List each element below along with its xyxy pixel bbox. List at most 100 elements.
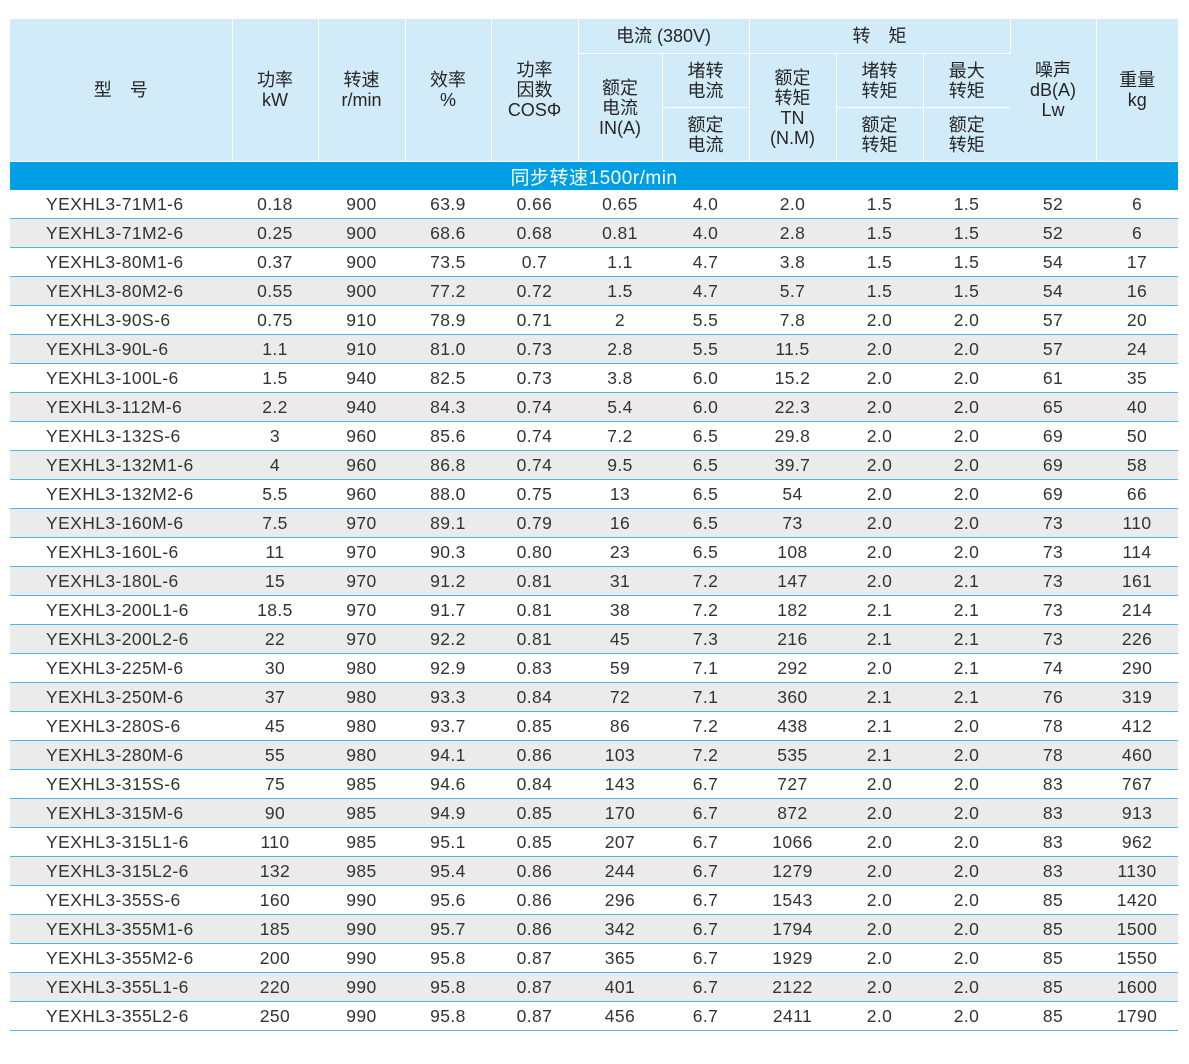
- cell-model: YEXHL3-132S-6: [10, 421, 232, 451]
- header-unit: %: [439, 90, 456, 110]
- cell-model: YEXHL3-200L2-6: [10, 624, 232, 654]
- cell-efficiency: 86.8: [405, 450, 491, 480]
- cell-efficiency: 90.3: [405, 537, 491, 567]
- cell-speed: 900: [318, 190, 405, 219]
- cell-locked-current-ratio: 6.7: [662, 1001, 749, 1031]
- cell-rated-current: 207: [578, 827, 662, 857]
- cell-locked-torque-ratio: 2.1: [836, 595, 923, 625]
- header-label: 电流: [687, 134, 724, 155]
- cell-power-factor: 0.85: [491, 711, 578, 741]
- cell-rated-torque: 54: [749, 479, 836, 509]
- cell-power: 1.1: [232, 334, 318, 364]
- cell-speed: 980: [318, 711, 405, 741]
- cell-speed: 980: [318, 682, 405, 712]
- table-row: YEXHL3-355M2-6 200 990 95.8 0.87 365 6.7 1929 2.…: [10, 943, 1179, 973]
- header-power: 功率 kW: [232, 19, 319, 162]
- cell-rated-torque: 2411: [749, 1001, 836, 1031]
- cell-max-torque-ratio: 2.1: [923, 566, 1011, 596]
- cell-locked-torque-ratio: 2.0: [836, 653, 923, 683]
- cell-max-torque-ratio: 2.0: [923, 334, 1011, 364]
- cell-power-factor: 0.81: [491, 566, 578, 596]
- cell-power: 0.37: [232, 247, 318, 277]
- table-row: YEXHL3-355L2-6 250 990 95.8 0.87 456 6.7 2411 2.…: [10, 1001, 1179, 1031]
- cell-rated-current: 1.5: [578, 276, 662, 306]
- cell-power-factor: 0.73: [491, 334, 578, 364]
- header-locked-torque-ratio: 额定 转矩: [836, 107, 924, 162]
- cell-locked-torque-ratio: 2.0: [836, 305, 923, 335]
- cell-rated-current: 45: [578, 624, 662, 654]
- cell-efficiency: 92.9: [405, 653, 491, 683]
- cell-noise: 83: [1010, 827, 1097, 857]
- cell-max-torque-ratio: 2.0: [923, 450, 1011, 480]
- cell-model: YEXHL3-315M-6: [10, 798, 232, 828]
- cell-rated-torque: 727: [749, 769, 836, 799]
- cell-locked-current-ratio: 6.7: [662, 856, 749, 886]
- cell-rated-torque: 292: [749, 653, 836, 683]
- cell-speed: 960: [318, 450, 405, 480]
- cell-speed: 940: [318, 392, 405, 422]
- cell-model: YEXHL3-355M1-6: [10, 914, 232, 944]
- header-max-torque: 最大 转矩: [923, 53, 1011, 108]
- cell-max-torque-ratio: 1.5: [923, 218, 1011, 248]
- cell-speed: 970: [318, 566, 405, 596]
- cell-model: YEXHL3-71M2-6: [10, 218, 232, 248]
- cell-speed: 970: [318, 537, 405, 567]
- cell-locked-current-ratio: 6.0: [662, 392, 749, 422]
- cell-model: YEXHL3-132M2-6: [10, 479, 232, 509]
- cell-locked-torque-ratio: 1.5: [836, 190, 923, 219]
- header-locked-torque: 堵转 转矩: [836, 53, 924, 108]
- cell-rated-torque: 360: [749, 682, 836, 712]
- cell-max-torque-ratio: 2.0: [923, 972, 1011, 1002]
- cell-power: 7.5: [232, 508, 318, 538]
- cell-locked-torque-ratio: 2.0: [836, 798, 923, 828]
- cell-locked-current-ratio: 7.3: [662, 624, 749, 654]
- cell-noise: 65: [1010, 392, 1097, 422]
- cell-model: YEXHL3-355M2-6: [10, 943, 232, 973]
- cell-locked-current-ratio: 6.0: [662, 363, 749, 393]
- header-label: 电流: [602, 97, 638, 118]
- cell-rated-current: 7.2: [578, 421, 662, 451]
- table-row: YEXHL3-315L1-6 110 985 95.1 0.85 207 6.7 1066 2.…: [10, 827, 1179, 857]
- cell-noise: 57: [1010, 334, 1097, 364]
- cell-model: YEXHL3-355S-6: [10, 885, 232, 915]
- cell-weight: 1420: [1096, 885, 1179, 915]
- cell-rated-current: 13: [578, 479, 662, 509]
- cell-noise: 85: [1010, 943, 1097, 973]
- cell-max-torque-ratio: 2.0: [923, 508, 1011, 538]
- header-label: 额定: [774, 67, 811, 88]
- cell-weight: 114: [1096, 537, 1179, 567]
- header-unit: dB(A): [1030, 80, 1077, 100]
- cell-weight: 460: [1096, 740, 1179, 770]
- table-row: YEXHL3-250M-6 37 980 93.3 0.84 72 7.1 360 2.1 2.1…: [10, 682, 1179, 712]
- table-row: YEXHL3-225M-6 30 980 92.9 0.83 59 7.1 292 2.0 2.1…: [10, 653, 1179, 683]
- cell-speed: 990: [318, 885, 405, 915]
- table-row: YEXHL3-355L1-6 220 990 95.8 0.87 401 6.7 2122 2.…: [10, 972, 1179, 1002]
- cell-locked-current-ratio: 6.7: [662, 943, 749, 973]
- cell-locked-torque-ratio: 1.5: [836, 218, 923, 248]
- cell-max-torque-ratio: 2.1: [923, 682, 1011, 712]
- table-row: YEXHL3-180L-6 15 970 91.2 0.81 31 7.2 147 2.0 2.1…: [10, 566, 1179, 596]
- cell-speed: 990: [318, 914, 405, 944]
- cell-noise: 73: [1010, 537, 1097, 567]
- cell-max-torque-ratio: 1.5: [923, 276, 1011, 306]
- table-row: YEXHL3-132S-6 3 960 85.6 0.74 7.2 6.5 29.8 2.0 2.…: [10, 421, 1179, 451]
- cell-locked-current-ratio: 4.7: [662, 276, 749, 306]
- cell-rated-current: 2: [578, 305, 662, 335]
- cell-locked-current-ratio: 7.2: [662, 740, 749, 770]
- cell-power-factor: 0.81: [491, 624, 578, 654]
- cell-locked-current-ratio: 7.2: [662, 711, 749, 741]
- section-header-row: 同步转速1500r/min: [10, 161, 1179, 190]
- cell-rated-current: 342: [578, 914, 662, 944]
- cell-weight: 1550: [1096, 943, 1179, 973]
- header-label: 额定: [948, 114, 985, 135]
- cell-model: YEXHL3-160M-6: [10, 508, 232, 538]
- cell-noise: 83: [1010, 856, 1097, 886]
- cell-power-factor: 0.73: [491, 363, 578, 393]
- cell-noise: 57: [1010, 305, 1097, 335]
- cell-max-torque-ratio: 2.1: [923, 653, 1011, 683]
- cell-noise: 83: [1010, 798, 1097, 828]
- cell-locked-torque-ratio: 2.0: [836, 943, 923, 973]
- table-body: YEXHL3-71M1-6 0.18 900 63.9 0.66 0.65 4.0 2.0 1.…: [10, 190, 1179, 1031]
- cell-model: YEXHL3-180L-6: [10, 566, 232, 596]
- cell-weight: 16: [1096, 276, 1179, 306]
